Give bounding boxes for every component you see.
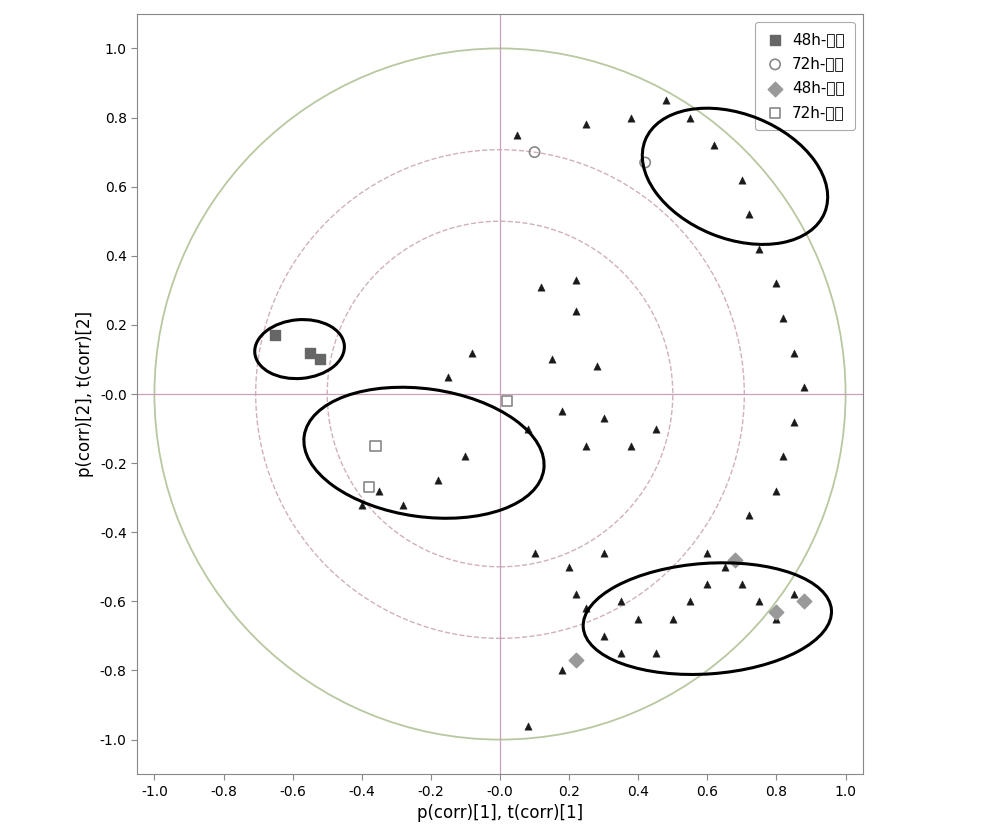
Legend: 48h-对照, 72h-对照, 48h-实验, 72h-实验: 48h-对照, 72h-对照, 48h-实验, 72h-实验 <box>755 22 855 130</box>
Point <box>768 612 784 625</box>
Point <box>796 380 812 394</box>
48h-对照 <box>312 353 328 366</box>
48h-对照 <box>302 346 318 359</box>
Point <box>520 422 536 436</box>
Y-axis label: p(corr)[2], t(corr)[2]: p(corr)[2], t(corr)[2] <box>76 311 94 477</box>
48h-实验 <box>796 594 812 608</box>
Point <box>589 359 605 373</box>
Point <box>751 242 767 256</box>
Point <box>596 546 612 559</box>
Point <box>775 450 791 463</box>
72h-对照 <box>637 155 653 169</box>
Point <box>554 405 570 418</box>
72h-对照 <box>527 145 543 159</box>
Point <box>682 111 698 125</box>
72h-实验 <box>361 481 377 494</box>
Point <box>596 630 612 643</box>
Point <box>786 346 802 359</box>
48h-对照 <box>267 329 283 342</box>
Point <box>613 646 629 660</box>
Point <box>509 128 525 141</box>
Point <box>682 594 698 608</box>
Point <box>648 422 664 436</box>
Point <box>741 508 757 522</box>
Point <box>768 484 784 497</box>
Point <box>658 94 674 107</box>
Point <box>699 546 715 559</box>
Point <box>568 273 584 287</box>
72h-实验 <box>368 439 384 452</box>
48h-实验 <box>568 654 584 667</box>
Point <box>578 602 594 615</box>
Point <box>395 498 411 512</box>
Point <box>578 118 594 131</box>
Point <box>527 546 543 559</box>
Point <box>706 139 722 152</box>
Point <box>768 277 784 290</box>
Point <box>464 346 480 359</box>
Point <box>533 280 549 293</box>
Point <box>786 415 802 428</box>
72h-实验 <box>499 395 515 408</box>
Point <box>741 207 757 221</box>
Point <box>430 474 446 487</box>
Point <box>371 484 387 497</box>
Point <box>613 594 629 608</box>
Point <box>568 304 584 318</box>
Point <box>623 439 639 452</box>
Point <box>354 498 370 512</box>
Point <box>648 646 664 660</box>
Point <box>544 353 560 366</box>
Point <box>665 612 681 625</box>
Point <box>457 450 473 463</box>
Point <box>596 411 612 425</box>
X-axis label: p(corr)[1], t(corr)[1]: p(corr)[1], t(corr)[1] <box>417 804 583 822</box>
Point <box>554 664 570 677</box>
Point <box>699 578 715 591</box>
Point <box>578 439 594 452</box>
Point <box>775 311 791 324</box>
Point <box>734 173 750 186</box>
48h-实验 <box>768 605 784 619</box>
Point <box>786 588 802 601</box>
Point <box>623 111 639 125</box>
Point <box>440 370 456 384</box>
Point <box>734 578 750 591</box>
Point <box>751 594 767 608</box>
Point <box>717 560 733 573</box>
Point <box>520 719 536 732</box>
Point <box>568 588 584 601</box>
Point <box>561 560 577 573</box>
48h-实验 <box>727 553 743 567</box>
Point <box>630 612 646 625</box>
